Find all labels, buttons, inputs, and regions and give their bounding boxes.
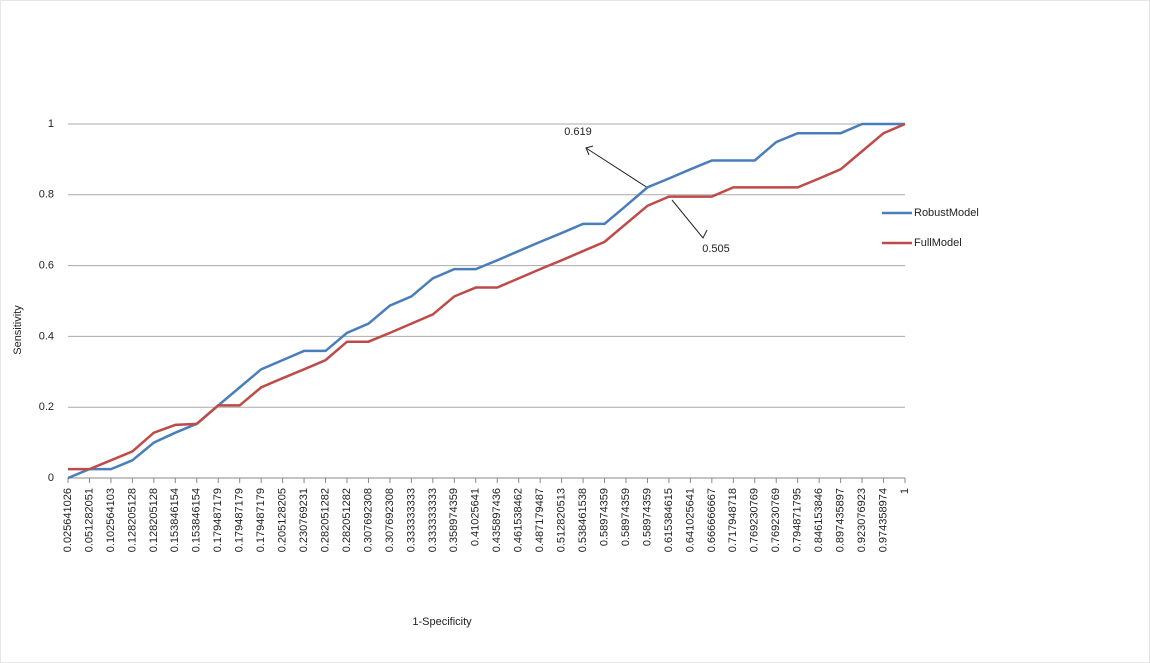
x-axis-title: 1-Specificity <box>412 616 472 628</box>
x-tick-label: 0.435897436 <box>491 488 503 552</box>
y-tick-label: 0.4 <box>39 330 54 342</box>
x-tick-label: 0.512820513 <box>556 488 568 552</box>
x-tick-label: 0.282051282 <box>341 488 353 552</box>
legend-label: FullModel <box>914 237 962 249</box>
x-tick-label: 0.974358974 <box>877 488 889 552</box>
x-tick-label: 0.487179487 <box>534 488 546 552</box>
x-tick-label: 0.230769231 <box>298 488 310 552</box>
x-tick-label: 0.153846154 <box>191 488 203 552</box>
x-tick-label: 0.717948718 <box>727 488 739 552</box>
x-tick-label: 0.794871795 <box>792 488 804 552</box>
x-tick-label: 0.769230769 <box>770 488 782 552</box>
x-tick-label: 0.769230769 <box>749 488 761 552</box>
x-tick-label: 0.846153846 <box>813 488 825 552</box>
x-tick-label: 0.58974359 <box>620 488 632 546</box>
x-tick-label: 0.615384615 <box>663 488 675 552</box>
x-tick-label: 0.179487179 <box>255 488 267 552</box>
y-tick-label: 1 <box>48 118 54 130</box>
x-tick-label: 0.333333333 <box>427 488 439 552</box>
x-tick-label: 0.358974359 <box>448 488 460 552</box>
annotation-leader <box>671 199 708 239</box>
y-axis-title: Sensitivity <box>12 305 24 355</box>
x-tick-label: 0.641025641 <box>684 488 696 552</box>
x-tick-label: 0.051282051 <box>83 488 95 552</box>
x-tick-label: 0.179487179 <box>212 488 224 552</box>
x-tick-label: 0.538461538 <box>577 488 589 552</box>
data-line <box>68 122 906 471</box>
x-tick-label: 1 <box>899 488 911 494</box>
annotation-arrow <box>585 147 649 189</box>
x-tick-label: 0.333333333 <box>405 488 417 552</box>
annotation-arrow-head <box>585 145 594 156</box>
x-tick-label: 0.307692308 <box>362 488 374 552</box>
y-tick-label: 0 <box>48 472 54 484</box>
x-tick-label: 0.461538462 <box>513 488 525 552</box>
x-tick-label: 0.58974359 <box>598 488 610 546</box>
x-tick-label: 0.128205128 <box>148 488 160 552</box>
x-tick-label: 0.179487179 <box>234 488 246 552</box>
y-tick-label: 0.6 <box>39 260 54 272</box>
x-tick-label: 0.307692308 <box>384 488 396 552</box>
annotation: 0.619 <box>564 126 592 138</box>
x-tick-label: 0.58974359 <box>641 488 653 546</box>
x-tick-label: 0.025641026 <box>62 488 74 552</box>
x-tick-label: 0.897435897 <box>835 488 847 552</box>
x-tick-label: 0.282051282 <box>319 488 331 552</box>
x-tick-label: 0.128205128 <box>126 488 138 552</box>
x-tick-label: 0.666666667 <box>706 488 718 552</box>
y-tick-label: 0.2 <box>39 401 54 413</box>
legend-label: RobustModel <box>914 207 979 219</box>
x-tick-label: 0.41025641 <box>470 488 482 546</box>
x-tick-label: 0.923076923 <box>856 488 868 552</box>
x-tick-label: 0.102564103 <box>105 488 117 552</box>
x-tick-label: 0.153846154 <box>169 488 181 552</box>
y-tick-label: 0.8 <box>39 189 54 201</box>
annotation: 0.505 <box>702 243 730 255</box>
x-tick-label: 0.205128205 <box>277 488 289 552</box>
